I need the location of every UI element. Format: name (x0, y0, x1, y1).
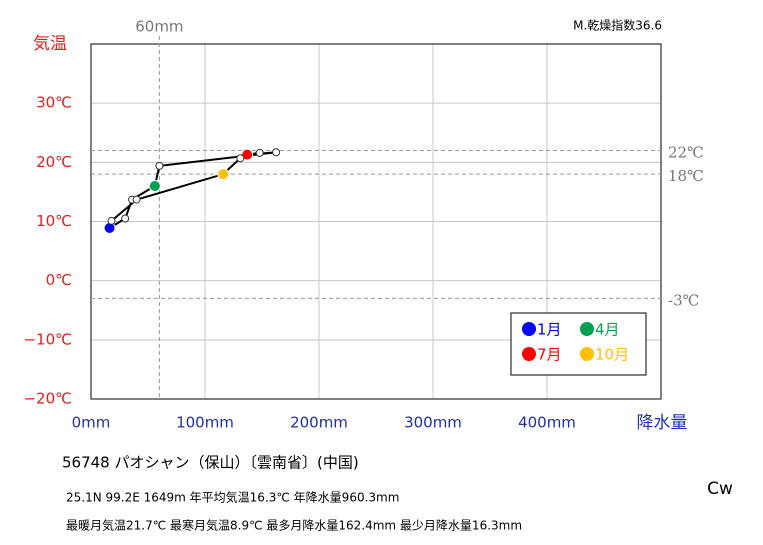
y-tick-label: 30℃ (36, 94, 72, 112)
legend-label: 10月 (595, 346, 629, 364)
reference-label: 22℃ (668, 144, 704, 162)
legend-label: 1月 (537, 321, 562, 339)
x-tick-label: 100mm (176, 414, 234, 432)
month-point (217, 168, 230, 181)
month-point (148, 180, 161, 192)
y-tick-label: 0℃ (46, 271, 72, 289)
caption-line: 最暖月気温21.7℃ 最寒月気温8.9℃ 最多月降水量162.4mm 最少月降水… (66, 518, 522, 533)
legend-marker (522, 322, 536, 336)
plot-frame (90, 43, 662, 400)
month-point (255, 148, 264, 157)
y-tick-label: −20℃ (23, 390, 72, 408)
reference-label: 60mm (135, 18, 183, 36)
month-point (107, 216, 116, 225)
x-tick-label: 0mm (72, 414, 111, 432)
month-point (132, 195, 141, 204)
y-axis-label: 気温 (33, 34, 67, 54)
caption-line: 25.1N 99.2E 1649m 年平均気温16.3℃ 年降水量960.3mm (66, 490, 399, 505)
x-tick-label: 300mm (404, 414, 462, 432)
climate-line (109, 151, 277, 229)
legend-marker (580, 322, 594, 336)
x-tick-label: 400mm (518, 414, 576, 432)
y-tick-label: 20℃ (36, 153, 72, 171)
legend-box (510, 312, 647, 376)
station: 56748 パオシャン（保山）〔雲南省〕(中国) (62, 454, 359, 472)
reference-label: 18℃ (668, 167, 704, 185)
month-point (121, 214, 130, 223)
climate-class: Cw (707, 479, 733, 499)
x-tick-label: 200mm (290, 414, 348, 432)
legend-label: 4月 (595, 321, 620, 339)
legend-marker (522, 347, 536, 361)
y-tick-label: 10℃ (36, 212, 72, 230)
reference-label: -3℃ (668, 291, 699, 309)
month-point (272, 148, 281, 157)
y-tick-label: −10℃ (23, 330, 72, 348)
month-point (155, 161, 164, 170)
month-point (236, 154, 245, 163)
corner-text: M.乾燥指数36.6 (573, 18, 662, 33)
legend-marker (580, 347, 594, 361)
legend-label: 7月 (537, 346, 562, 364)
x-axis-label: 降水量 (637, 413, 688, 433)
